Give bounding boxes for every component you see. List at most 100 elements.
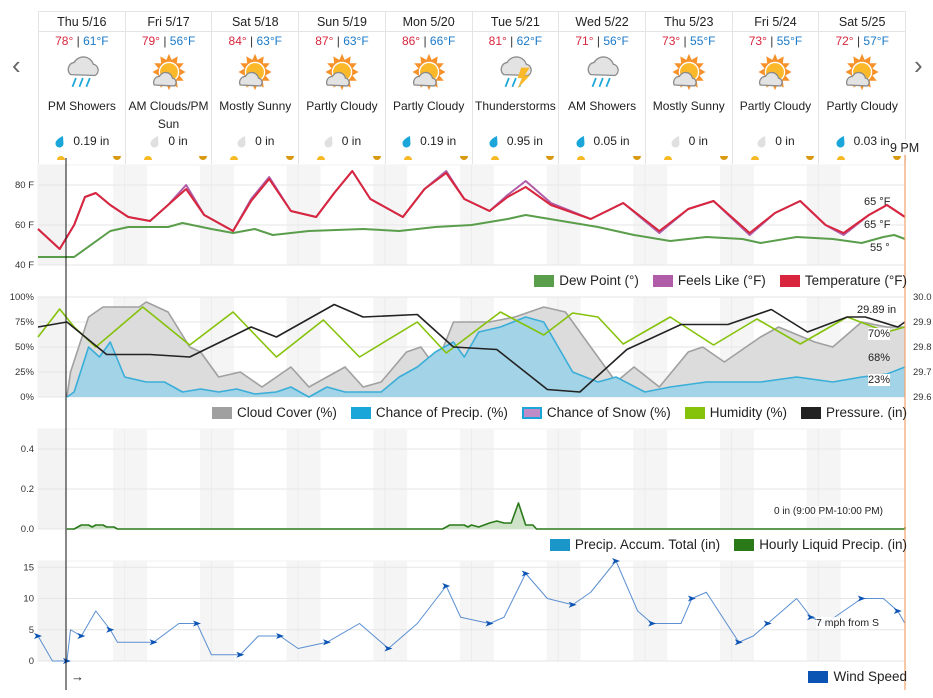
day-name: Wed 5/22	[559, 12, 645, 32]
chance-of-precip-area	[66, 317, 905, 397]
hi-lo-temps: 86° | 66°F	[401, 34, 456, 48]
day-name: Sat 5/25	[819, 12, 906, 32]
day-column[interactable]: Wed 5/22 71° | 56°F AM Showers 0.05 in	[559, 12, 646, 164]
precip-amount: 0.05 in	[559, 134, 645, 148]
hourly-liquid-precip-in-line	[66, 502, 906, 530]
day-column[interactable]: Tue 5/21 81° | 62°F Thunderstorms 0.95 i…	[472, 12, 560, 164]
wind-direction-arrow	[612, 558, 620, 564]
night-band	[113, 429, 148, 529]
legend-chance-precip[interactable]: Chance of Precip. (%)	[350, 405, 508, 420]
hi-lo-temps: 72° | 57°F	[835, 34, 889, 48]
dew-point-readout: 55 °	[870, 242, 890, 254]
sunrise-icon	[230, 156, 239, 160]
legend-wind-speed[interactable]: Wind Speed	[808, 669, 907, 684]
wind-direction-arrow	[687, 595, 696, 602]
wind-direction-arrow	[857, 595, 866, 602]
precip-amount: 0.03 in	[819, 134, 905, 148]
sunset-icon	[632, 156, 641, 160]
wind-direction-arrow	[485, 620, 494, 627]
y-tick-label: 15	[23, 562, 34, 573]
wind-direction-arrow	[62, 658, 71, 664]
sunrise-icon	[143, 156, 152, 160]
next-days-button[interactable]: ›	[914, 50, 923, 80]
wind-direction-arrow	[893, 608, 902, 614]
sunrise-icon	[317, 156, 326, 160]
raindrop-icon	[237, 135, 246, 148]
day-column[interactable]: Fri 5/24 73° | 55°F Partly Cloudy 0 in	[732, 12, 820, 164]
y2-tick-label: 29.7	[913, 367, 932, 378]
wind-direction-arrow	[192, 620, 201, 627]
sunset-icon	[372, 156, 381, 160]
wind-direction-arrow	[323, 639, 331, 646]
humidity-readout: 68%	[868, 352, 891, 364]
legend-precip-accum[interactable]: Precip. Accum. Total (in)	[549, 537, 720, 552]
condition-text: Mostly Sunny	[652, 99, 725, 113]
precip-amount: 0.95 in	[473, 134, 559, 148]
precip-amount: 0 in	[646, 134, 732, 148]
raindrop-icon	[150, 135, 159, 148]
prev-days-button[interactable]: ‹	[12, 50, 21, 80]
sunset-icon	[459, 156, 468, 160]
wind-direction-arrow	[236, 651, 245, 658]
y-tick-label: 100%	[10, 292, 35, 303]
legend-hourly-precip[interactable]: Hourly Liquid Precip. (in)	[734, 537, 907, 552]
cloud-cover-readout: 70%	[868, 328, 891, 340]
wind-direction-arrow	[763, 620, 772, 627]
day-name: Fri 5/17	[125, 12, 212, 32]
precip-amount: 0.19 in	[39, 134, 125, 148]
now-arrow: →	[71, 669, 84, 684]
y2-tick-label: 29.9	[913, 317, 932, 328]
night-band	[806, 561, 841, 661]
condition-text: AM Showers	[568, 99, 637, 113]
chart-precip: 0.0 0.2 0.4	[21, 428, 906, 535]
night-band	[459, 561, 494, 661]
precip-amount: 0 in	[299, 134, 385, 148]
day-column[interactable]: Sat 5/25 72° | 57°F Partly Cloudy 0.03 i…	[819, 12, 907, 164]
raindrop-icon	[324, 135, 333, 148]
day-column[interactable]: Fri 5/17 79° | 56°F AM Clouds/PM Sun 0 i…	[125, 12, 213, 164]
precip-amount: 0 in	[212, 134, 298, 148]
y-tick-label: 50%	[15, 342, 35, 353]
y-tick-label: 0.2	[21, 484, 34, 495]
wind-direction-arrow	[384, 645, 393, 652]
precip-amount: 0.19 in	[386, 134, 472, 148]
sunset-icon	[719, 156, 728, 160]
temperature-readout: 65 °F	[864, 219, 891, 231]
legend-dew-point[interactable]: Dew Point (°)	[534, 273, 639, 288]
y-tick-label: 5	[29, 625, 34, 636]
legend-temperature[interactable]: Temperature (°F)	[779, 273, 907, 288]
raindrop-icon	[757, 135, 766, 148]
sunrise-icon	[57, 156, 65, 160]
day-column[interactable]: Thu 5/16 78° | 61°F PM Showers 0.19 in	[38, 12, 126, 164]
past-shading	[38, 429, 66, 529]
day-name: Thu 5/16	[39, 12, 125, 32]
legend-humidity[interactable]: Humidity (%)	[684, 405, 787, 420]
legend-feels-like[interactable]: Feels Like (°F)	[652, 273, 766, 288]
day-column[interactable]: Mon 5/20 86° | 66°F Partly Cloudy 0.19 i…	[385, 12, 473, 164]
wind-direction-arrow	[568, 601, 577, 608]
day-name: Mon 5/20	[385, 12, 472, 32]
sunrise-icon	[750, 156, 759, 160]
sunrise-icon	[663, 156, 672, 160]
precip-amount: 0 in	[733, 134, 819, 148]
day-column[interactable]: Sun 5/19 87° | 63°F Partly Cloudy 0 in	[299, 12, 386, 164]
y-tick-label: 60 F	[15, 220, 34, 231]
night-band	[373, 429, 408, 529]
wind-readout: 7 mph from S	[816, 617, 880, 629]
dew-point-line	[38, 214, 906, 258]
temperature-legend: Dew Point (°) Feels Like (°F) Temperatur…	[534, 273, 907, 288]
night-band	[286, 429, 321, 529]
wind-direction-arrow	[106, 626, 115, 633]
hi-lo-temps: 84° | 63°F	[228, 34, 282, 48]
legend-cloud-cover[interactable]: Cloud Cover (%)	[212, 405, 337, 420]
sunrise-icon	[490, 156, 499, 160]
day-column[interactable]: Sat 5/18 84° | 63°F Mostly Sunny 0 in	[212, 12, 300, 164]
legend-chance-snow[interactable]: Chance of Snow (%)	[521, 405, 671, 420]
y2-tick-label: 29.6	[913, 392, 932, 403]
legend-pressure[interactable]: Pressure. (in)	[800, 405, 907, 420]
hourly-precip-readout: 0 in (9:00 PM-10:00 PM)	[774, 506, 883, 517]
day-column[interactable]: Thu 5/23 73° | 55°F Mostly Sunny 0 in	[645, 12, 733, 164]
night-band	[113, 561, 148, 661]
day-name: Sun 5/19	[299, 12, 385, 32]
wind-direction-arrow	[807, 614, 816, 621]
